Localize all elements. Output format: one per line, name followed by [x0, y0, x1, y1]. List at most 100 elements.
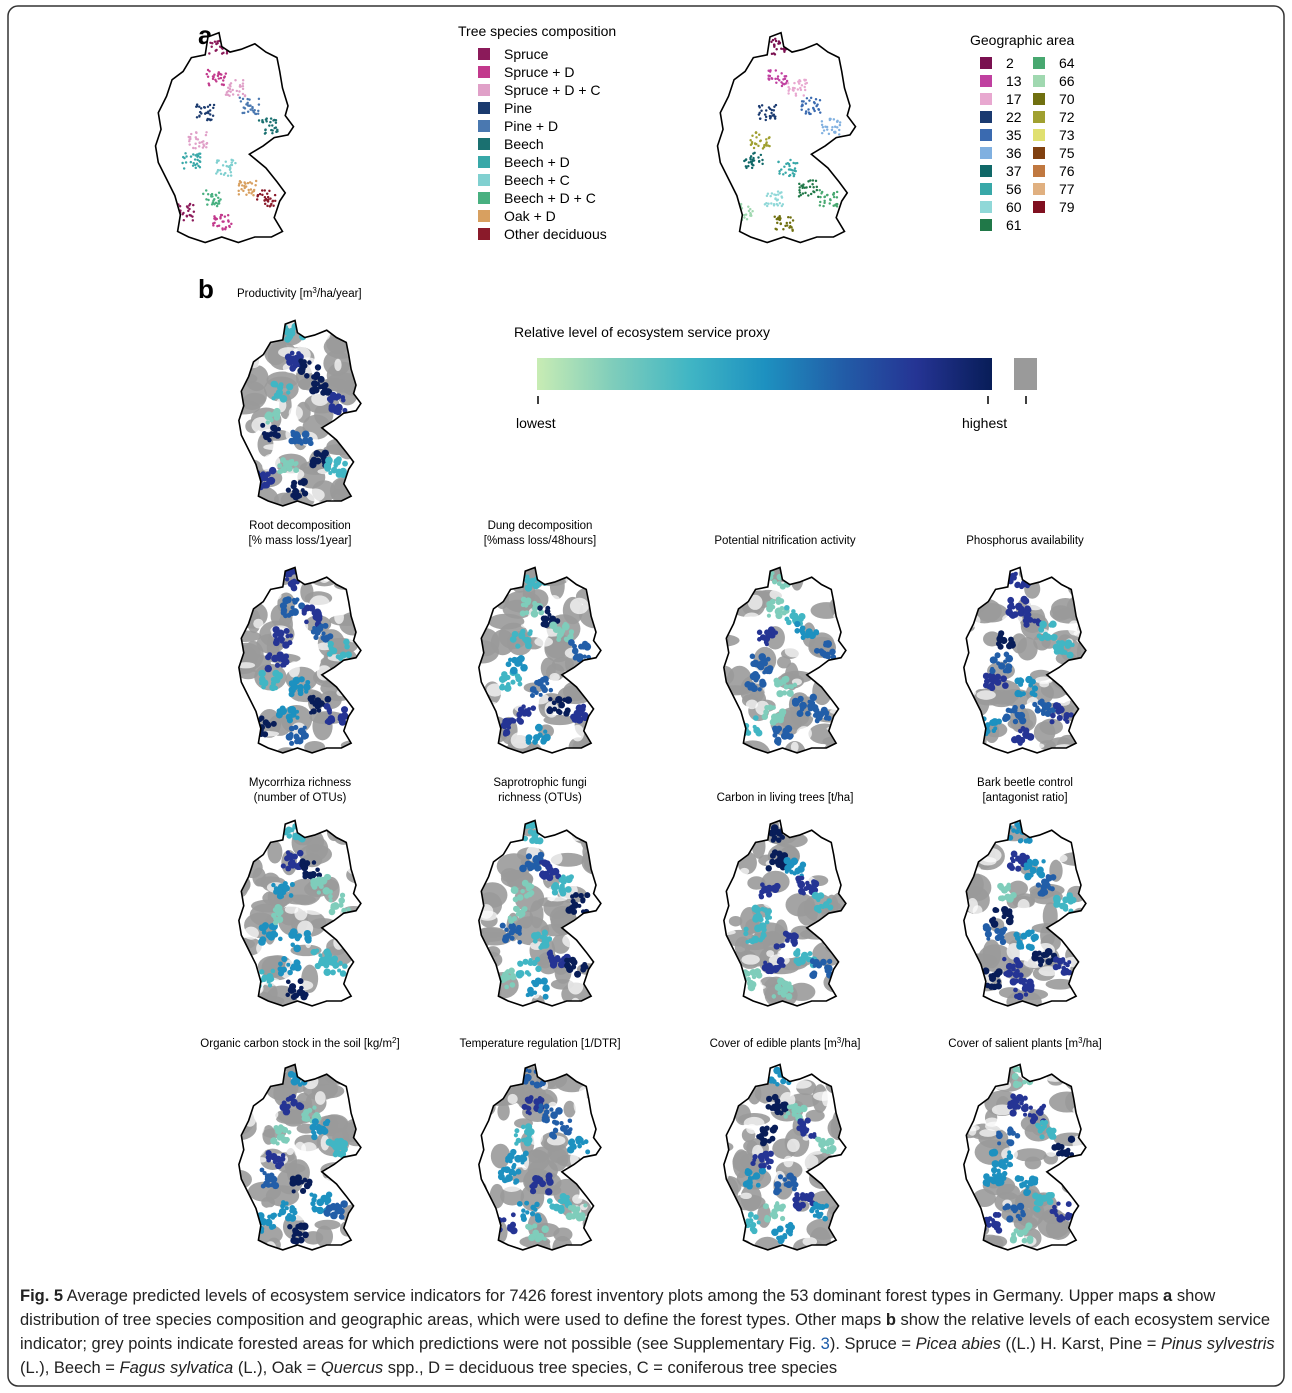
map-point: [1028, 872, 1034, 878]
map-point: [545, 681, 550, 686]
map: [478, 819, 602, 1007]
map-point: [1022, 1067, 1029, 1073]
map-point: [253, 109, 256, 112]
map-point: [528, 1233, 536, 1242]
map-point: [774, 39, 778, 43]
map-point: [1032, 618, 1038, 624]
map-point: [1055, 1142, 1062, 1149]
map-point: [777, 160, 780, 164]
na-area: [723, 1227, 737, 1250]
map-point: [228, 87, 232, 91]
map-title: Potential nitrification activity: [714, 535, 856, 547]
map-point: [747, 1217, 754, 1224]
map-points: [238, 820, 361, 1006]
map-point: [229, 90, 232, 93]
map-point: [778, 41, 782, 45]
map-point: [758, 1162, 764, 1169]
map-point: [336, 1203, 343, 1211]
map-point: [527, 631, 533, 637]
map-point: [324, 388, 332, 396]
map-point: [552, 706, 558, 712]
caption-text[interactable]: 3: [820, 1335, 830, 1353]
map-point: [815, 185, 819, 189]
na-area: [478, 1102, 491, 1116]
map-point: [828, 202, 831, 205]
no-forest: [334, 610, 344, 624]
no-forest: [1065, 570, 1078, 579]
map-point: [275, 1155, 282, 1163]
map-point: [328, 959, 335, 966]
map-point: [225, 164, 229, 168]
map-point: [301, 863, 306, 869]
map-point: [1048, 622, 1054, 628]
map-point: [761, 659, 768, 667]
map: [478, 566, 602, 754]
map-point: [311, 1129, 316, 1135]
map-point: [291, 608, 299, 616]
map-point: [534, 1201, 540, 1208]
legend-title: Tree species composition: [458, 23, 616, 39]
map-point: [752, 156, 755, 160]
map-point: [255, 198, 259, 201]
map-point: [524, 598, 531, 606]
map-point: [807, 108, 810, 111]
map-point: [237, 189, 240, 193]
na-area: [238, 1169, 252, 1190]
no-forest: [342, 412, 361, 429]
legend-label: Beech + D + C: [504, 190, 596, 206]
map-point: [1028, 1105, 1033, 1110]
legend-swatch: [478, 192, 490, 204]
map-point: [519, 610, 526, 617]
map-point: [747, 161, 751, 164]
map-point: [1002, 926, 1008, 932]
map-point: [261, 731, 269, 738]
map-point: [818, 99, 822, 102]
map-point: [217, 224, 221, 227]
title-part: (number of OTUs): [254, 792, 347, 804]
map-point: [773, 115, 776, 118]
map-point: [499, 922, 506, 929]
map-point: [536, 865, 542, 872]
map-point: [197, 145, 201, 148]
map-point: [529, 692, 535, 699]
legend-swatch: [478, 120, 490, 132]
map-point: [208, 84, 211, 87]
map-point: [296, 849, 304, 857]
map-point: [1003, 713, 1010, 720]
map-point: [984, 678, 990, 685]
map-point: [763, 709, 769, 715]
map-point: [525, 853, 533, 860]
legend-swatch: [478, 228, 490, 240]
map-point: [287, 969, 293, 976]
no-forest: [256, 1118, 265, 1135]
no-forest: [346, 936, 361, 948]
no-forest: [263, 444, 282, 451]
map-point: [779, 712, 786, 718]
map-point: [823, 199, 826, 203]
map-point: [782, 227, 785, 231]
map-point: [823, 195, 826, 199]
map-point: [194, 154, 197, 157]
no-forest: [256, 1157, 267, 1163]
na-area: [238, 843, 255, 864]
map-point: [753, 1214, 759, 1220]
map-point: [769, 598, 776, 605]
map-point: [184, 161, 188, 164]
map-point: [1006, 1153, 1014, 1160]
map-point: [801, 192, 805, 195]
map-point: [191, 164, 195, 167]
map-point: [762, 1203, 769, 1210]
map-point: [235, 89, 239, 93]
no-forest: [1067, 620, 1081, 636]
map-point: [1023, 1103, 1029, 1109]
no-forest: [796, 726, 812, 741]
map-point: [545, 605, 551, 611]
map-point: [805, 1127, 810, 1132]
map-point: [330, 905, 336, 911]
na-area: [1070, 925, 1084, 940]
map-point: [328, 470, 333, 476]
map-point: [223, 75, 226, 78]
map-point: [794, 162, 797, 165]
na-area: [787, 982, 816, 1002]
map-point: [312, 701, 318, 707]
